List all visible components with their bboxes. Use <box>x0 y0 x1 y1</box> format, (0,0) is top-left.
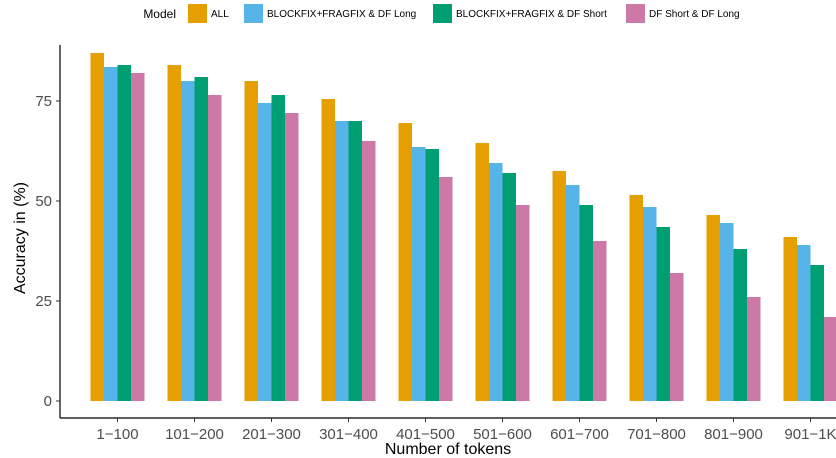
legend: Model ALL BLOCKFIX+FRAGFIX & DF Long BLOCK… <box>143 4 740 23</box>
y-tick-label-4: 75 <box>35 93 52 110</box>
bar-1-4 <box>321 99 335 401</box>
bar-3-10 <box>810 265 824 401</box>
bar-2-10 <box>797 245 811 401</box>
bar-1-1 <box>90 53 104 401</box>
bar-3-8 <box>656 227 670 401</box>
bar-3-2 <box>194 77 208 401</box>
bar-1-7 <box>552 171 566 401</box>
bar-3-6 <box>502 173 516 401</box>
x-tick-label-4: 301−400 <box>319 426 378 443</box>
bar-2-3 <box>258 103 272 401</box>
x-tick-label-5: 401−500 <box>396 426 455 443</box>
bar-2-9 <box>720 223 734 401</box>
bar-4-7 <box>593 241 607 401</box>
bar-3-9 <box>733 249 747 401</box>
bar-1-9 <box>706 215 720 401</box>
bar-1-10 <box>783 237 797 401</box>
x-tick-label-8: 701−800 <box>627 426 686 443</box>
x-tick-label-6: 501−600 <box>473 426 532 443</box>
legend-title: Model <box>143 7 176 21</box>
bar-2-4 <box>335 121 349 401</box>
y-tick-label-3: 50 <box>35 193 52 210</box>
bar-2-1 <box>104 67 118 401</box>
legend-label-1: ALL <box>211 9 229 20</box>
bar-2-5 <box>412 147 426 401</box>
bar-1-5 <box>398 123 412 401</box>
bar-2-8 <box>643 207 657 401</box>
axes <box>56 45 836 422</box>
bar-2-2 <box>181 81 195 401</box>
legend-label-3: BLOCKFIX+FRAGFIX & DF Short <box>456 9 607 20</box>
bar-1-6 <box>475 143 489 401</box>
bar-4-4 <box>362 141 376 401</box>
legend-label-2: BLOCKFIX+FRAGFIX & DF Long <box>267 9 416 20</box>
bar-2-6 <box>489 163 503 401</box>
bars-group <box>90 53 836 401</box>
y-axis-title: Accuracy in (%) <box>12 182 29 294</box>
bar-4-6 <box>516 205 530 401</box>
x-tick-label-1: 1−100 <box>96 426 138 443</box>
legend-label-4: DF Short & DF Long <box>649 9 740 20</box>
y-tick-label-1: 0 <box>44 393 52 410</box>
x-axis-title: Number of tokens <box>385 441 511 458</box>
bar-3-1 <box>117 65 131 401</box>
bar-3-7 <box>579 205 593 401</box>
x-tick-label-2: 101−200 <box>165 426 224 443</box>
y-tick-label-2: 25 <box>35 293 52 310</box>
bar-4-8 <box>670 273 684 401</box>
bar-4-1 <box>131 73 145 401</box>
legend-swatch-1 <box>188 4 207 23</box>
legend-swatch-2 <box>244 4 263 23</box>
x-tick-label-3: 201−300 <box>242 426 301 443</box>
bar-4-2 <box>208 95 222 401</box>
bar-2-7 <box>566 185 580 401</box>
legend-swatch-4 <box>626 4 645 23</box>
x-tick-label-7: 601−700 <box>550 426 609 443</box>
bar-3-5 <box>425 149 439 401</box>
bar-3-3 <box>271 95 285 401</box>
bar-1-3 <box>244 81 258 401</box>
bar-4-10 <box>824 317 836 401</box>
bar-3-4 <box>348 121 362 401</box>
bar-4-3 <box>285 113 299 401</box>
bar-1-8 <box>629 195 643 401</box>
bar-4-5 <box>439 177 453 401</box>
x-tick-label-10: 901−1K <box>784 426 836 443</box>
x-tick-label-9: 801−900 <box>704 426 763 443</box>
legend-swatch-3 <box>433 4 452 23</box>
bar-4-9 <box>747 297 761 401</box>
bar-1-2 <box>167 65 181 401</box>
tick-labels: 0 25 50 75 1−100 101−200 201−300 301−400 401−500… <box>35 93 836 443</box>
